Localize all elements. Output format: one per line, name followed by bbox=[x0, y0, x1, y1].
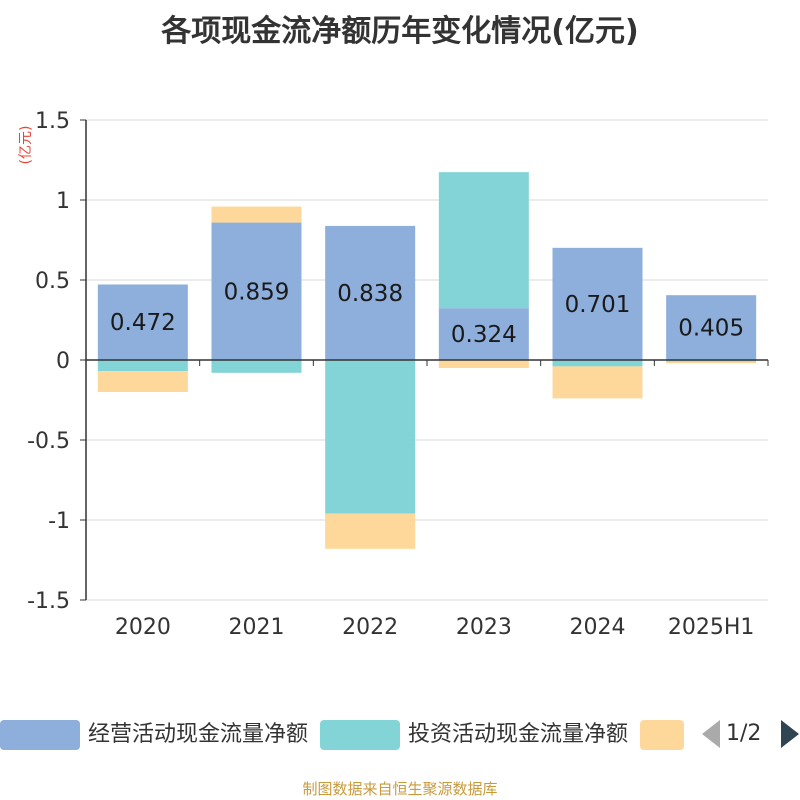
legend-label-operating: 经营活动现金流量净额 bbox=[88, 722, 309, 747]
y-tick-label: -1 bbox=[48, 509, 70, 534]
bar-chart: (亿元)1.5 1 0.5 0 -0.5 -1 -1.5 0.472 0.859 0.838 0.3… bbox=[18, 109, 769, 640]
x-tick-label: 2025H1 bbox=[668, 615, 755, 640]
legend-prev-page-icon[interactable] bbox=[702, 720, 720, 748]
y-tick-label: 1.5 bbox=[35, 109, 70, 134]
bar-operating-2022 bbox=[325, 225, 416, 360]
x-tick-label: 2023 bbox=[456, 615, 512, 640]
y-tick-label: 0.5 bbox=[35, 269, 70, 294]
x-tick-label: 2020 bbox=[115, 615, 171, 640]
y-tick-label: 0 bbox=[56, 349, 70, 374]
bar-data-label: 0.472 bbox=[110, 310, 176, 336]
bar-investing-2022 bbox=[325, 360, 416, 514]
legend-item-third[interactable] bbox=[640, 716, 684, 756]
bar-data-label: 0.405 bbox=[678, 316, 744, 342]
legend-item-operating[interactable]: 经营活动现金流量净额 bbox=[0, 716, 308, 756]
bar-investing-2020 bbox=[97, 360, 188, 372]
bar-data-label: 0.838 bbox=[337, 281, 403, 307]
bar-operating-2023 bbox=[438, 308, 529, 360]
bar-third-2023 bbox=[438, 360, 529, 368]
bar-operating-2020 bbox=[97, 284, 188, 360]
legend-next-page-icon[interactable] bbox=[781, 720, 799, 748]
bar-operating-2024 bbox=[552, 247, 643, 360]
y-tick-label: 1 bbox=[56, 189, 70, 214]
y-axis-unit-label: (亿元) bbox=[18, 126, 34, 165]
chart-title: 各项现金流净额历年变化情况(亿元) bbox=[161, 14, 639, 49]
x-tick-label: 2021 bbox=[229, 615, 285, 640]
legend-page-indicator: 1/2 bbox=[726, 721, 762, 746]
legend-item-investing[interactable]: 投资活动现金流量净额 bbox=[320, 716, 630, 756]
x-tick-label: 2022 bbox=[342, 615, 398, 640]
legend-label-investing: 投资活动现金流量净额 bbox=[408, 722, 629, 747]
bar-third-2020 bbox=[97, 371, 188, 392]
source-footer: 制图数据来自恒生聚源数据库 bbox=[302, 780, 498, 798]
legend-swatch-operating bbox=[0, 720, 80, 750]
bar-third-2021 bbox=[211, 206, 302, 223]
legend-swatch-third bbox=[640, 720, 684, 750]
bar-data-label: 0.324 bbox=[451, 322, 517, 348]
bar-investing-2025H1 bbox=[666, 360, 757, 362]
bar-third-2024 bbox=[552, 366, 643, 399]
bar-data-label: 0.701 bbox=[565, 292, 631, 318]
bar-third-2022 bbox=[325, 513, 416, 549]
legend-swatch-investing bbox=[320, 720, 400, 750]
y-tick-label: -0.5 bbox=[27, 429, 70, 454]
bar-operating-2021 bbox=[211, 222, 302, 360]
bar-third-2025H1 bbox=[666, 361, 757, 364]
bar-investing-2021 bbox=[211, 360, 302, 373]
bar-data-label: 0.859 bbox=[224, 279, 290, 305]
legend: 经营活动现金流量净额 投资活动现金流量净额 bbox=[0, 716, 800, 756]
bar-operating-2025H1 bbox=[666, 295, 757, 360]
bar-investing-2023 bbox=[438, 172, 529, 309]
x-tick-label: 2024 bbox=[570, 615, 626, 640]
bar-investing-2024 bbox=[552, 360, 643, 367]
y-tick-label: -1.5 bbox=[27, 589, 70, 614]
